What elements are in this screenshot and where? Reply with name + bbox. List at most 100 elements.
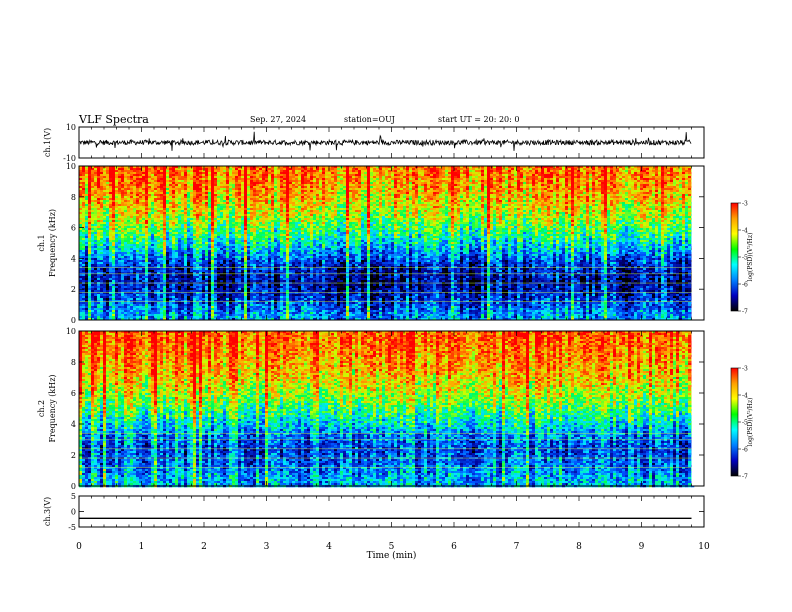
spec1-cell bbox=[259, 210, 262, 212]
spec1-cell bbox=[154, 204, 157, 206]
spec1-cell bbox=[562, 174, 565, 176]
spec1-cell bbox=[325, 196, 328, 198]
spec1-cell bbox=[604, 184, 607, 186]
spec1-cell bbox=[226, 204, 229, 206]
spec1-cell bbox=[379, 192, 382, 194]
spec1-cell bbox=[421, 198, 424, 200]
spec1-cell bbox=[355, 208, 358, 210]
spec1-cell bbox=[427, 196, 430, 198]
spec1-cell bbox=[685, 188, 688, 190]
spec1-cell bbox=[139, 192, 142, 194]
spec1-cell bbox=[625, 210, 628, 212]
spec1-cell bbox=[370, 178, 373, 180]
spec1-cell bbox=[379, 184, 382, 186]
spec1-cell bbox=[319, 212, 322, 214]
spec1-cell bbox=[481, 178, 484, 180]
spec1-cell bbox=[223, 210, 226, 212]
spec1-cell bbox=[313, 192, 316, 194]
spec1-cell bbox=[226, 192, 229, 194]
spec1-cell bbox=[568, 190, 571, 192]
spec1-cell bbox=[166, 206, 169, 208]
spec1-cell bbox=[568, 170, 571, 172]
spec1-cell bbox=[259, 182, 262, 184]
spec1-cell bbox=[454, 190, 457, 192]
spec1-cell bbox=[361, 210, 364, 212]
spec1-cell bbox=[367, 172, 370, 174]
spec1-cell bbox=[100, 212, 103, 214]
spec1-cell bbox=[85, 212, 88, 214]
spec1-cell bbox=[109, 210, 112, 212]
spec1-cell bbox=[331, 190, 334, 192]
spec1-cell bbox=[538, 178, 541, 180]
spec1-cell bbox=[286, 200, 289, 202]
spec1-cell bbox=[610, 180, 613, 182]
spec1-cell bbox=[196, 192, 199, 194]
spec1-cell bbox=[454, 192, 457, 194]
spec1-cell bbox=[454, 204, 457, 206]
spec1-cell bbox=[625, 196, 628, 198]
spec1-cell bbox=[271, 192, 274, 194]
spec1-cell bbox=[550, 202, 553, 204]
spec1-cell bbox=[178, 168, 181, 170]
spec1-cell bbox=[82, 176, 85, 178]
spec1-cell bbox=[178, 206, 181, 208]
spec1-cell bbox=[253, 208, 256, 210]
spec1-cell bbox=[562, 184, 565, 186]
spec1-cell bbox=[280, 190, 283, 192]
spec1-cell bbox=[334, 168, 337, 170]
spec1-cell bbox=[307, 198, 310, 200]
spec1-cell bbox=[91, 186, 94, 188]
spec1-cell bbox=[385, 186, 388, 188]
spec1-cell bbox=[385, 190, 388, 192]
spec1-cell bbox=[277, 180, 280, 182]
spec1-cell bbox=[280, 194, 283, 196]
spec1-cell bbox=[640, 190, 643, 192]
spec1-cell bbox=[103, 188, 106, 190]
spec1-cell bbox=[148, 182, 151, 184]
spec1-cell bbox=[466, 182, 469, 184]
spec1-cell bbox=[268, 178, 271, 180]
spec1-cell bbox=[502, 176, 505, 178]
spec1-cell bbox=[184, 190, 187, 192]
spec1-cell bbox=[676, 194, 679, 196]
spec1-cell bbox=[154, 190, 157, 192]
spec1-cell bbox=[409, 206, 412, 208]
spec1-cell bbox=[415, 192, 418, 194]
spec1-cell bbox=[259, 192, 262, 194]
spec1-cell bbox=[178, 210, 181, 212]
spec1-cell bbox=[397, 208, 400, 210]
spec1-cell bbox=[295, 208, 298, 210]
spec1-cell bbox=[367, 198, 370, 200]
spec1-cell bbox=[457, 198, 460, 200]
spec1-cell bbox=[580, 210, 583, 212]
spec1-cell bbox=[217, 212, 220, 214]
spec1-cell bbox=[415, 188, 418, 190]
spec1-cell bbox=[313, 180, 316, 182]
spec1-cell bbox=[529, 204, 532, 206]
spec1-cell bbox=[283, 208, 286, 210]
spec1-cell bbox=[394, 204, 397, 206]
spec1-cell bbox=[217, 206, 220, 208]
spec1-cell bbox=[133, 206, 136, 208]
spec1-cell bbox=[358, 188, 361, 190]
spec1-cell bbox=[541, 186, 544, 188]
spec1-cell bbox=[427, 206, 430, 208]
spec1-cell bbox=[574, 174, 577, 176]
spec1-cell bbox=[229, 178, 232, 180]
spec1-cell bbox=[241, 174, 244, 176]
spec1-cell bbox=[304, 178, 307, 180]
spec1-cell bbox=[184, 206, 187, 208]
spec1-cell bbox=[220, 180, 223, 182]
spec1-cell bbox=[415, 184, 418, 186]
spec1-cell bbox=[391, 186, 394, 188]
spec1-cell bbox=[469, 182, 472, 184]
spec1-cell bbox=[499, 182, 502, 184]
spec1-cell bbox=[490, 188, 493, 190]
spec1-cell bbox=[388, 180, 391, 182]
spec1-cell bbox=[382, 202, 385, 204]
spec1-cell bbox=[172, 174, 175, 176]
spec1-cell bbox=[235, 186, 238, 188]
spec1-cell bbox=[334, 172, 337, 174]
spec1-cell bbox=[88, 204, 91, 206]
spec1-cell bbox=[514, 204, 517, 206]
